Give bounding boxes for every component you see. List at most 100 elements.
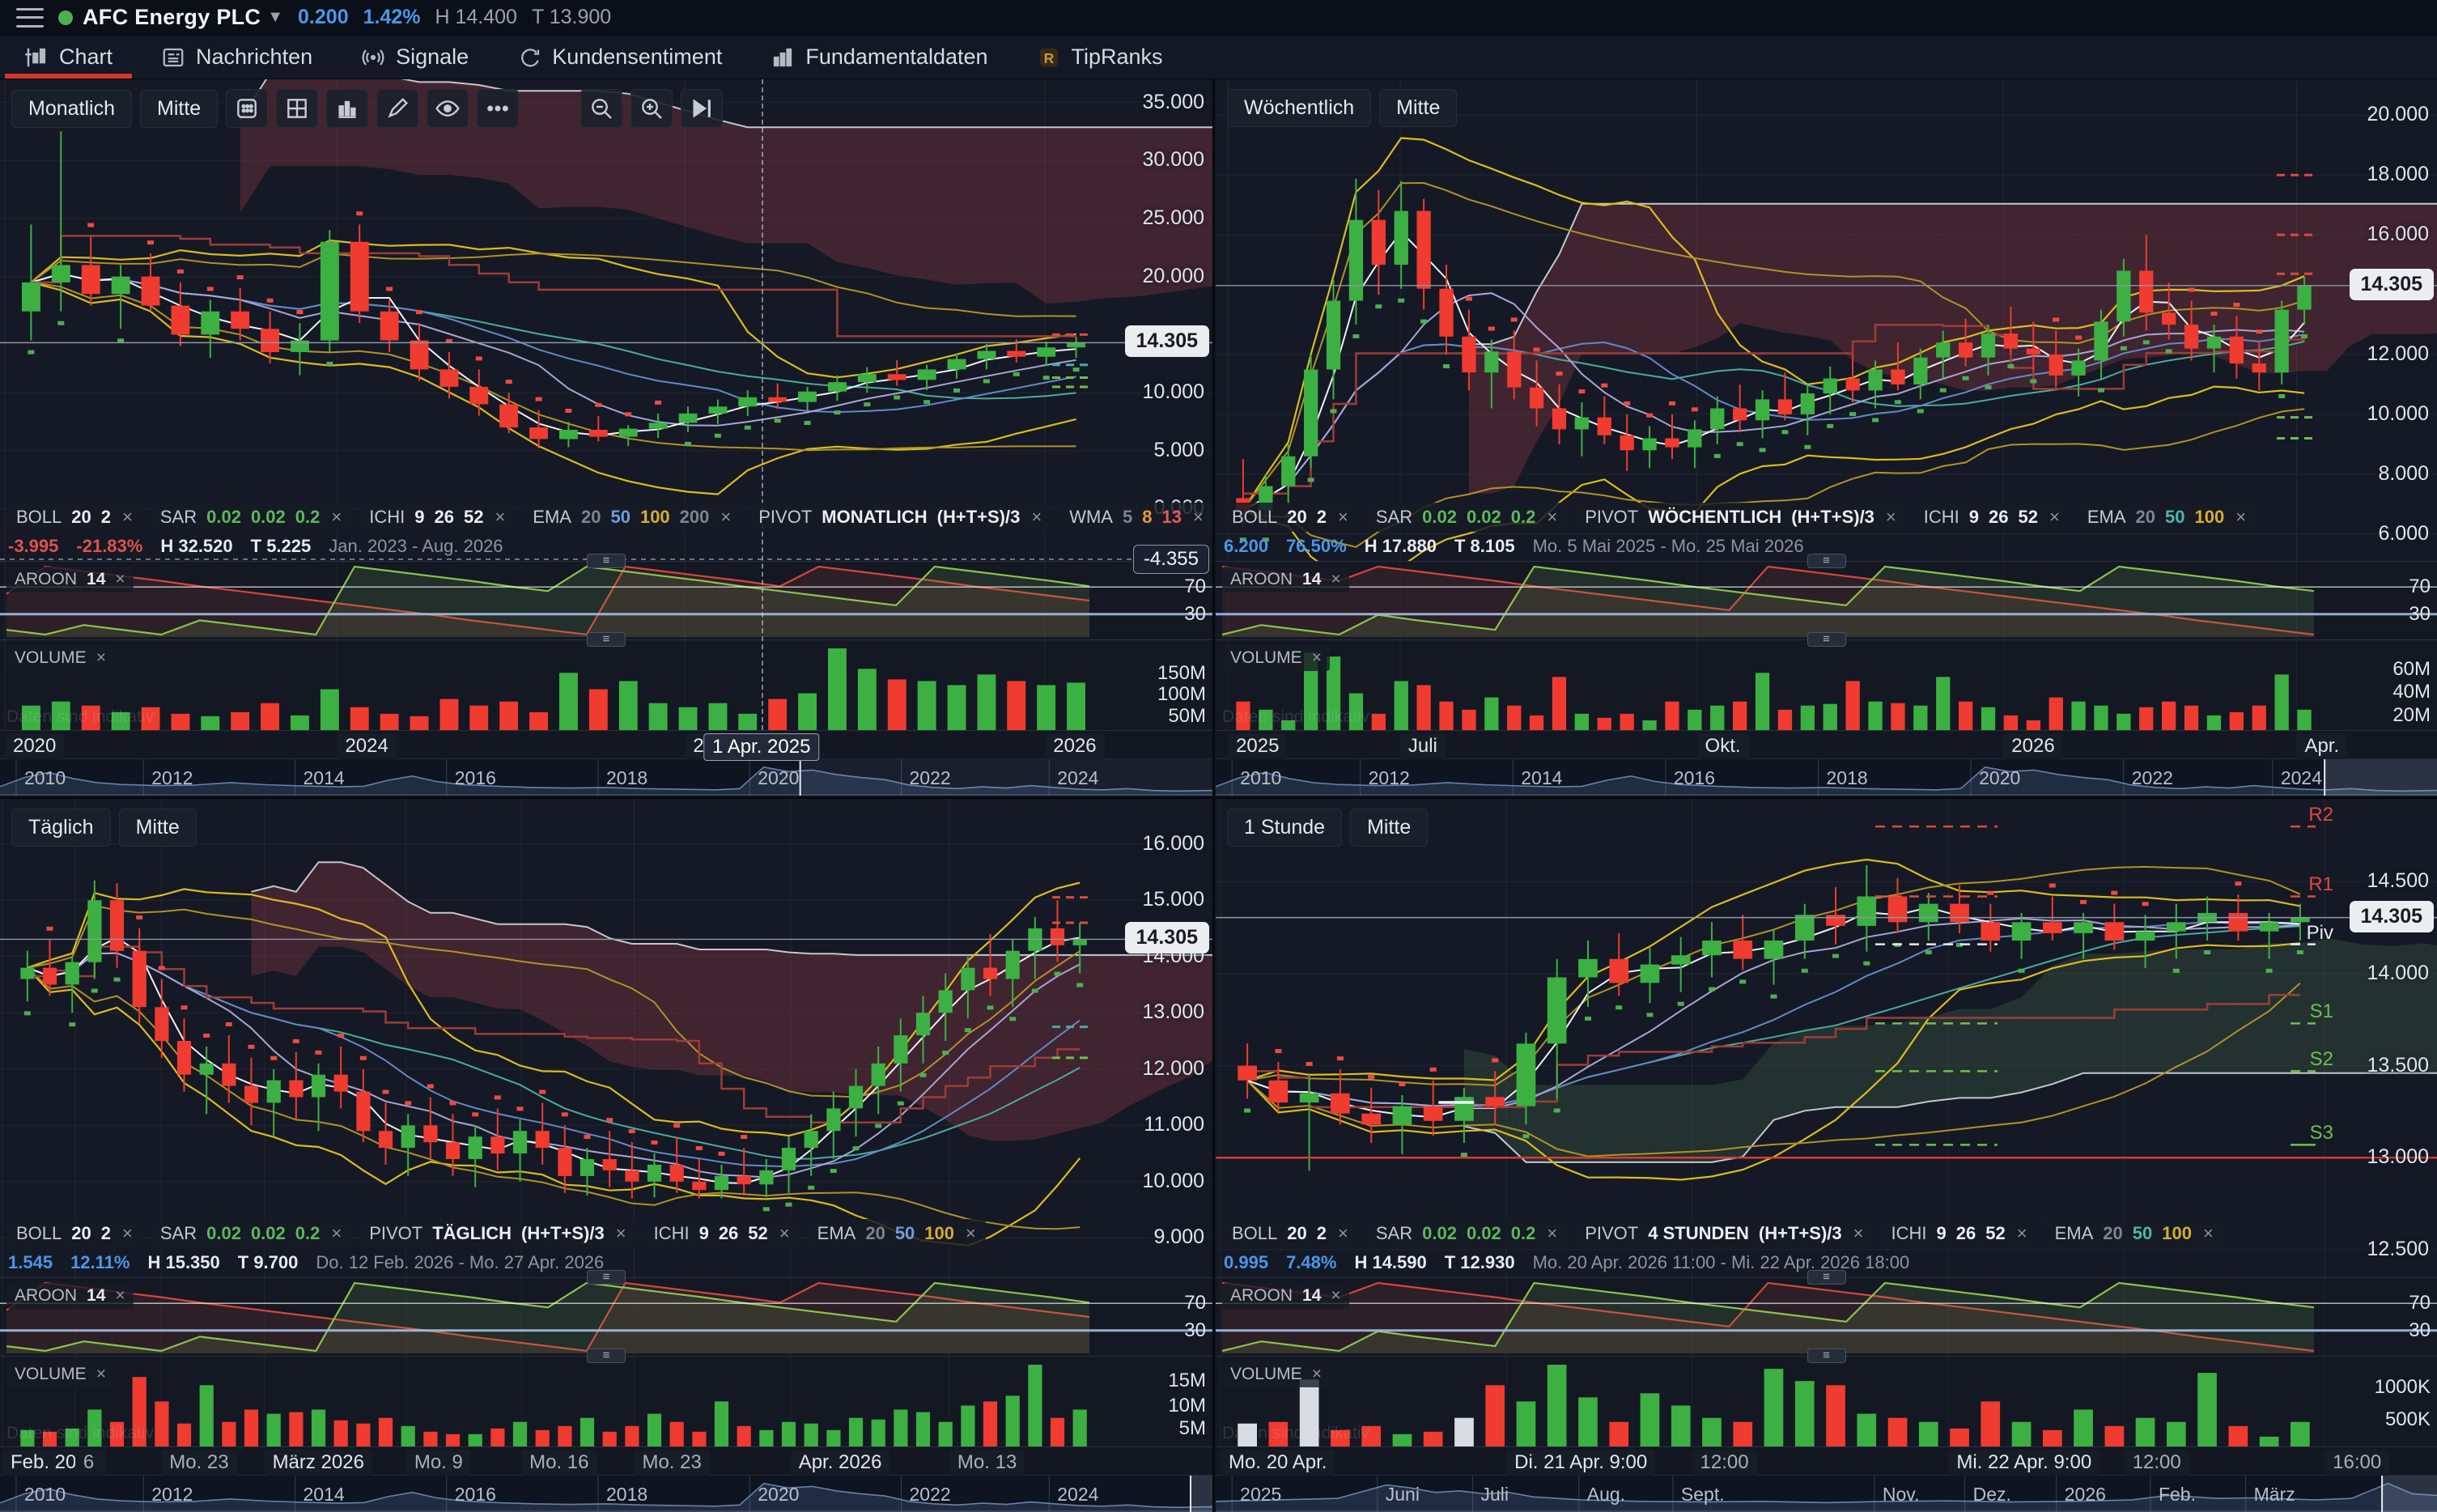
close-icon[interactable]: × bbox=[1547, 507, 1558, 527]
range-change-pct: 76.50% bbox=[1286, 536, 1347, 556]
aroon-panel-daily[interactable]: 70 30 AROON 14 × bbox=[0, 1278, 1212, 1357]
indicator-name: EMA bbox=[817, 1223, 856, 1243]
close-icon[interactable]: × bbox=[1031, 507, 1042, 527]
volume-panel-daily[interactable]: 15M 10M 5M VOLUME × Daten sind indikativ bbox=[0, 1357, 1212, 1447]
timeframe-button[interactable]: Monatlich bbox=[11, 89, 132, 128]
panel-resize-handle[interactable]: ≡ bbox=[587, 1348, 626, 1363]
close-icon[interactable]: × bbox=[2235, 507, 2247, 527]
close-icon[interactable]: × bbox=[1192, 507, 1204, 527]
close-icon[interactable]: × bbox=[1338, 507, 1348, 527]
aroon-panel-weekly[interactable]: 70 30 AROON 14 × bbox=[1216, 562, 2437, 640]
scrubber-year-label: Dez. bbox=[1972, 1484, 2011, 1505]
panel-resize-handle[interactable]: ≡ bbox=[1807, 1348, 1846, 1363]
main-chart-daily[interactable]: 16.000 15.000 14.000 13.000 12.000 11.000 10.0… bbox=[0, 799, 1212, 1278]
timeframe-button[interactable]: Wöchentlich bbox=[1227, 89, 1372, 127]
panel-toolbar: Wöchentlich Mitte bbox=[1227, 89, 1458, 127]
scrubber-year-label: 2020 bbox=[758, 1484, 800, 1505]
toolbar-go-to-latest-icon[interactable] bbox=[681, 89, 724, 128]
tab-fundamentaldaten[interactable]: Fundamentaldaten bbox=[746, 36, 1012, 79]
toolbar-indicators-icon[interactable] bbox=[226, 89, 269, 128]
close-icon[interactable]: × bbox=[779, 1223, 790, 1243]
aroon-panel-hourly[interactable]: 70 30 AROON 14 × bbox=[1216, 1278, 2437, 1357]
toolbar-more-icon[interactable] bbox=[477, 89, 520, 128]
close-icon[interactable]: × bbox=[495, 507, 506, 527]
aroon-panel-monthly[interactable]: 70 30 AROON 14 × bbox=[0, 562, 1212, 640]
volume-axis-label: 15M bbox=[1168, 1369, 1206, 1391]
scrubber-daily[interactable]: 2010 2012 2014 2016 2018 2020 2022 2024 bbox=[0, 1475, 1212, 1512]
range-dates: Jan. 2023 - Aug. 2026 bbox=[329, 536, 503, 556]
close-icon[interactable]: × bbox=[331, 507, 342, 527]
close-icon[interactable]: × bbox=[720, 507, 732, 527]
alignment-button[interactable]: Mitte bbox=[118, 809, 197, 847]
pivot-level-R2: R2 bbox=[2308, 804, 2333, 826]
close-icon[interactable]: × bbox=[1853, 1223, 1864, 1243]
timeframe-button[interactable]: Täglich bbox=[11, 809, 111, 847]
tab-signale[interactable]: Signale bbox=[337, 36, 493, 79]
panel-resize-handle[interactable]: ≡ bbox=[587, 1270, 626, 1285]
close-icon[interactable]: × bbox=[1311, 648, 1322, 667]
close-icon[interactable]: × bbox=[1331, 570, 1341, 588]
zoom-in-icon bbox=[642, 99, 663, 119]
toolbar-layout-grid-icon[interactable] bbox=[276, 89, 319, 128]
close-icon[interactable]: × bbox=[2049, 507, 2060, 527]
alignment-button[interactable]: Mitte bbox=[1379, 89, 1458, 127]
panel-resize-handle[interactable]: ≡ bbox=[1807, 632, 1846, 647]
close-icon[interactable]: × bbox=[615, 1223, 626, 1243]
close-icon[interactable]: × bbox=[96, 648, 106, 667]
main-chart-monthly[interactable]: -4.355 35.000 30.000 25.000 20.000 10.000 5.00… bbox=[0, 79, 1212, 574]
tab-nachrichten[interactable]: Nachrichten bbox=[137, 36, 337, 79]
volume-panel-hourly[interactable]: 1000K 500K VOLUME × Daten sind indikativ bbox=[1216, 1357, 2437, 1447]
panel-resize-handle[interactable]: ≡ bbox=[1807, 554, 1846, 568]
current-price-tag: 14.305 bbox=[2349, 900, 2434, 932]
close-icon[interactable]: × bbox=[115, 1286, 125, 1305]
close-icon[interactable]: × bbox=[2202, 1223, 2214, 1243]
close-icon[interactable]: × bbox=[122, 1223, 133, 1243]
scrubber-hourly[interactable]: 2025 Juni Juli Aug. Sept. Nov. Dez. 2026 Feb. Mär… bbox=[1216, 1475, 2437, 1512]
close-icon[interactable]: × bbox=[1885, 507, 1896, 527]
close-icon[interactable]: × bbox=[1338, 1223, 1348, 1243]
close-icon[interactable]: × bbox=[122, 507, 133, 527]
panel-resize-handle[interactable]: ≡ bbox=[587, 554, 626, 568]
close-icon[interactable]: × bbox=[96, 1365, 106, 1383]
time-axis-hourly[interactable]: Mo. 20 Apr. Di. 21 Apr. 9:00 12:00 Mi. 22 A… bbox=[1216, 1447, 2437, 1476]
tab-kundensentiment[interactable]: Kundensentiment bbox=[493, 36, 746, 79]
indicators-icon bbox=[237, 99, 257, 118]
toolbar-eye-icon[interactable] bbox=[427, 89, 469, 128]
toolbar-zoom-out-icon[interactable] bbox=[580, 89, 623, 128]
tab-tipranks[interactable]: R TipRanks bbox=[1013, 36, 1187, 79]
volume-panel-weekly[interactable]: 60M 40M 20M VOLUME × Daten sind indikativ bbox=[1216, 640, 2437, 731]
alignment-button[interactable]: Mitte bbox=[1350, 809, 1429, 847]
indicator-param: 20 bbox=[71, 1223, 91, 1243]
toolbar-draw-icon[interactable] bbox=[376, 89, 419, 128]
close-icon[interactable]: × bbox=[115, 570, 125, 588]
indicator-name: PIVOT bbox=[1585, 507, 1639, 527]
timeframe-button[interactable]: 1 Stunde bbox=[1227, 809, 1343, 847]
chart-panel-hourly: R2 R1 Piv S1 S2 S3 14.500 14.000 13.500 13.000 12.… bbox=[1216, 797, 2437, 1512]
scrubber-monthly[interactable]: 2010 2012 2014 2016 2018 2020 2022 2024 bbox=[0, 758, 1212, 796]
close-icon[interactable]: × bbox=[1547, 1223, 1558, 1243]
tab-chart[interactable]: Chart bbox=[0, 36, 137, 79]
main-chart-weekly[interactable]: 20.000 18.000 16.000 12.000 10.000 8.000 6.000… bbox=[1216, 79, 2437, 562]
day-low: T 13.900 bbox=[531, 6, 612, 28]
symbol-name: AFC Energy PLC bbox=[83, 5, 261, 29]
scrubber-weekly[interactable]: 2010 2012 2014 2016 2018 2020 2022 2024 bbox=[1216, 758, 2437, 796]
close-icon[interactable]: × bbox=[1311, 1365, 1322, 1383]
indicator-param: 0.02 bbox=[1422, 1223, 1457, 1243]
panel-resize-handle[interactable]: ≡ bbox=[587, 632, 626, 647]
close-icon[interactable]: × bbox=[2016, 1223, 2027, 1243]
main-chart-hourly[interactable]: R2 R1 Piv S1 S2 S3 14.500 14.000 13.500 13.000 12.… bbox=[1216, 799, 2437, 1278]
close-icon[interactable]: × bbox=[331, 1223, 342, 1243]
close-icon[interactable]: × bbox=[1331, 1286, 1341, 1305]
close-icon[interactable]: × bbox=[966, 1223, 976, 1243]
panel-resize-handle[interactable]: ≡ bbox=[1807, 1270, 1846, 1285]
alignment-button[interactable]: Mitte bbox=[140, 89, 219, 128]
toolbar-chart-type-icon[interactable] bbox=[326, 89, 369, 128]
time-axis-weekly[interactable]: 2025 Juli Okt. 2026 Apr. bbox=[1216, 731, 2437, 759]
symbol-selector[interactable]: AFC Energy PLC ▼ bbox=[58, 5, 283, 30]
toolbar-zoom-in-icon[interactable] bbox=[630, 89, 673, 128]
range-dates: Mo. 20 Apr. 2026 11:00 - Mi. 22 Apr. 202… bbox=[1532, 1252, 1910, 1272]
volume-panel-monthly[interactable]: 150M 100M 50M VOLUME × Daten sind indikativ bbox=[0, 640, 1212, 731]
time-axis-daily[interactable]: Feb. 2026 6 Mo. 23 März 2026 Mo. 9 Mo. 16 Mo. … bbox=[0, 1447, 1212, 1476]
hamburger-icon[interactable] bbox=[16, 7, 44, 28]
